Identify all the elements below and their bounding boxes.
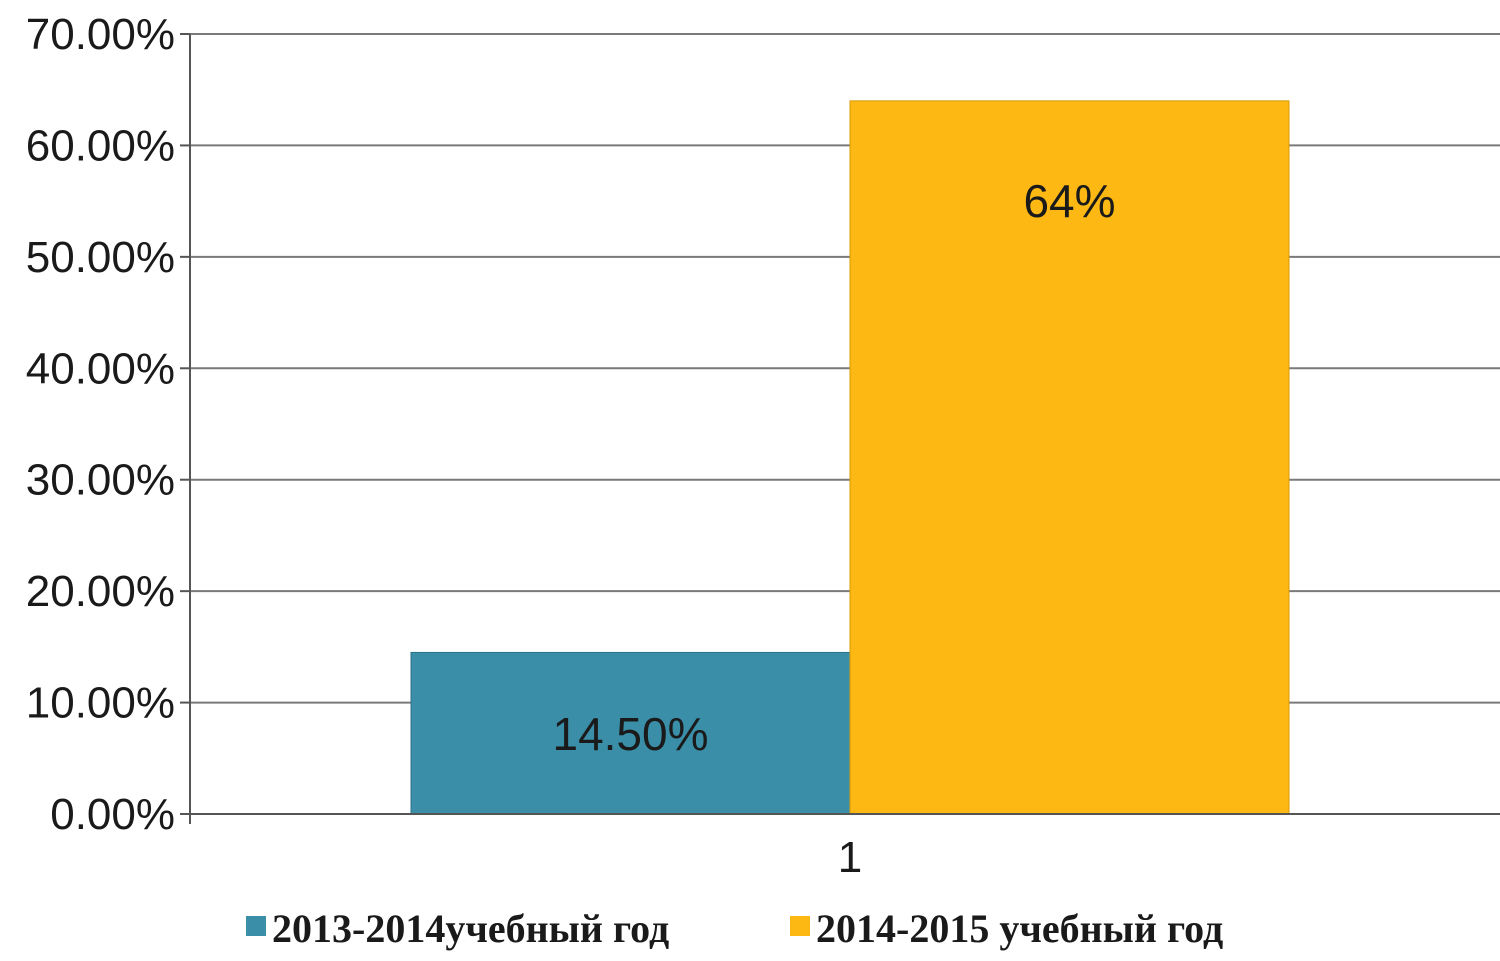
- y-tick-label: 60.00%: [26, 121, 175, 170]
- x-tick-label: 1: [838, 833, 862, 882]
- y-tick-label: 50.00%: [26, 233, 175, 282]
- y-tick-label: 40.00%: [26, 344, 175, 393]
- y-tick-label: 30.00%: [26, 456, 175, 505]
- legend-label-series-1: 2013-2014учебный год: [272, 906, 669, 951]
- legend-label-series-2: 2014-2015 учебный год: [816, 906, 1223, 951]
- bar-series-1: [410, 651, 851, 815]
- y-tick-label: 20.00%: [26, 567, 175, 616]
- data-label-series-2: 64%: [1023, 175, 1115, 227]
- y-axis-ticks: 0.00% 10.00% 20.00% 30.00% 40.00% 50.00% 60.00…: [26, 10, 190, 839]
- x-axis-ticks: 1: [838, 833, 862, 882]
- data-labels: 14.50% 64%: [552, 175, 1115, 760]
- legend: 2013-2014учебный год 2014-2015 учебный го…: [246, 906, 1223, 951]
- y-tick-label: 70.00%: [26, 10, 175, 59]
- y-tick-label: 10.00%: [26, 679, 175, 728]
- legend-swatch-series-2: [790, 916, 810, 936]
- legend-swatch-series-1: [246, 916, 266, 936]
- bars: [410, 100, 1290, 815]
- gridlines: [190, 33, 1500, 704]
- y-tick-label: 0.00%: [50, 790, 175, 839]
- data-label-series-1: 14.50%: [552, 708, 708, 760]
- bar-series-2: [849, 100, 1290, 815]
- axes: [180, 34, 1500, 824]
